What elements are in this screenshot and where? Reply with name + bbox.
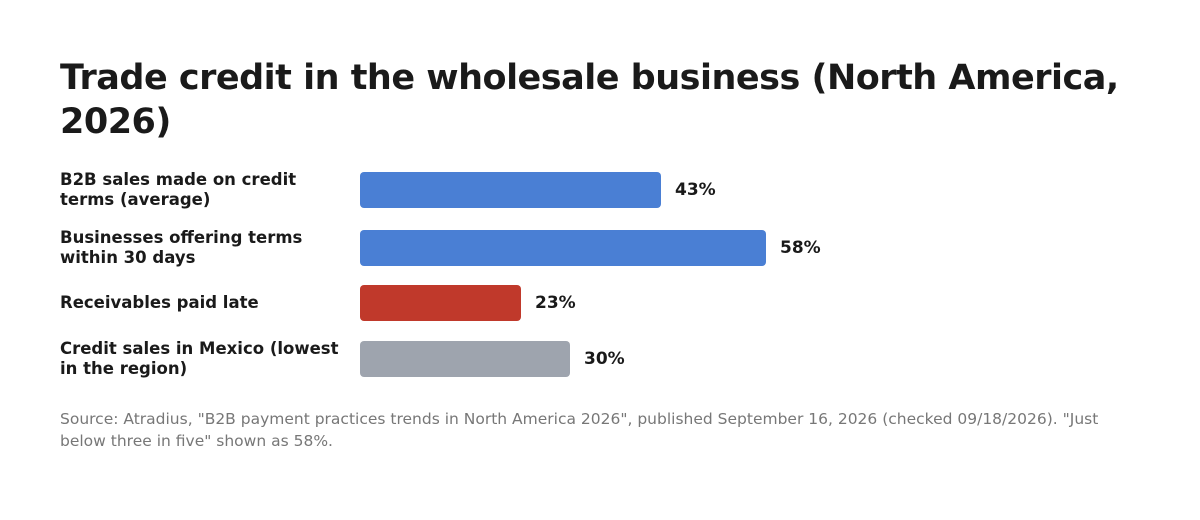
value-label: 58% — [780, 238, 821, 258]
category-label: Credit sales in Mexico (lowest in the re… — [60, 339, 339, 378]
category-label: Receivables paid late — [60, 293, 259, 312]
source-note: Source: Atradius, "B2B payment practices… — [60, 410, 1099, 450]
value-label: 43% — [675, 180, 716, 200]
bar — [360, 172, 661, 208]
bar — [360, 341, 570, 377]
bar — [360, 230, 766, 266]
category-label: Businesses offering terms within 30 days — [60, 228, 303, 267]
category-label: B2B sales made on credit terms (average) — [60, 170, 297, 209]
bar — [360, 285, 521, 321]
value-label: 23% — [535, 293, 576, 313]
chart-title: Trade credit in the wholesale business (… — [60, 58, 1119, 142]
value-label: 30% — [584, 349, 625, 369]
